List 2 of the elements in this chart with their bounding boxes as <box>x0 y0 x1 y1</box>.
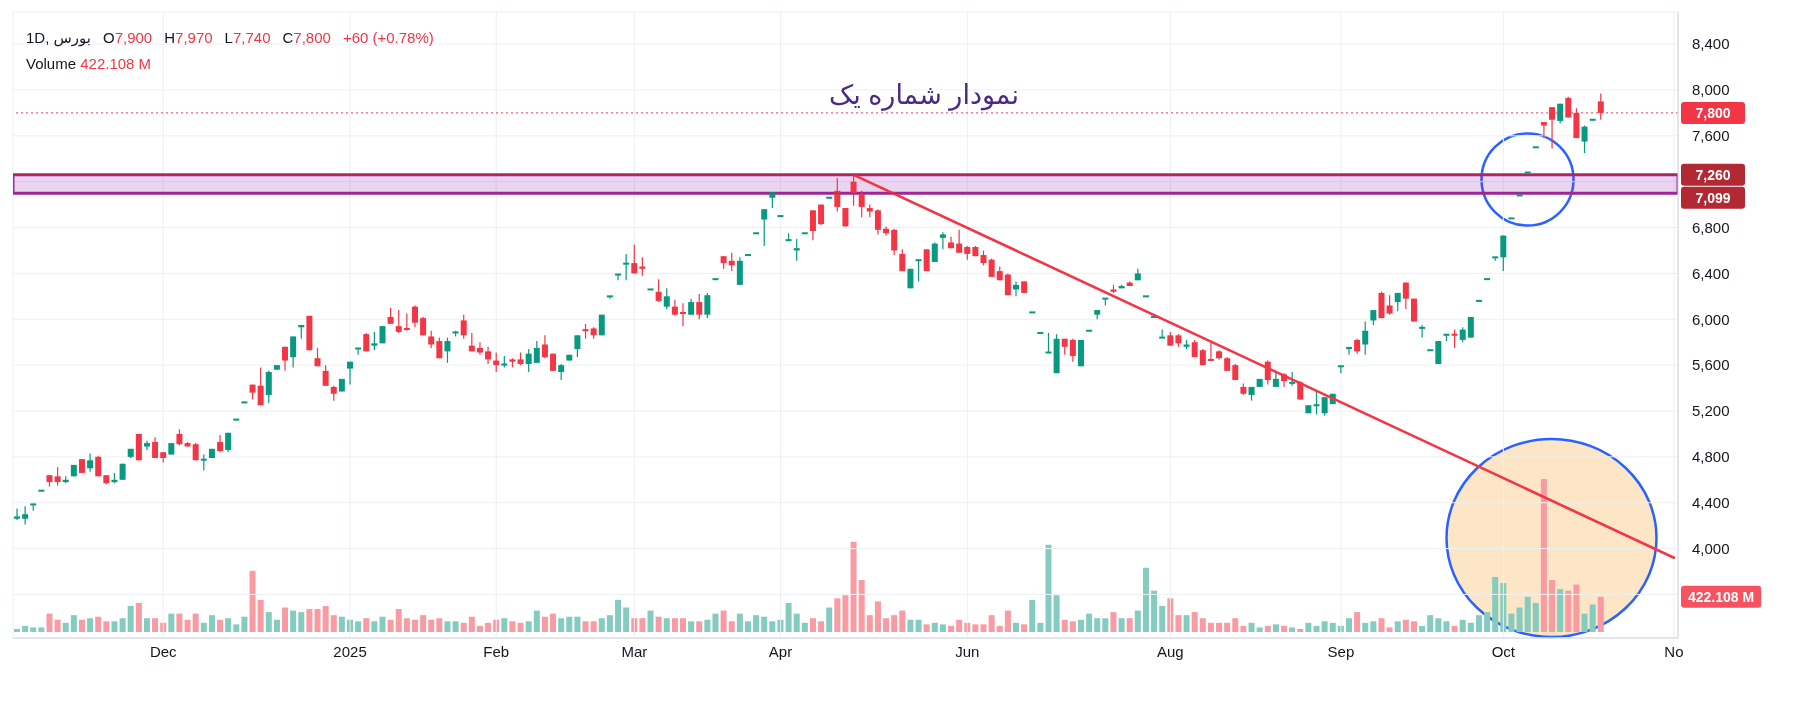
candlestick <box>14 507 20 521</box>
bar <box>14 628 20 632</box>
